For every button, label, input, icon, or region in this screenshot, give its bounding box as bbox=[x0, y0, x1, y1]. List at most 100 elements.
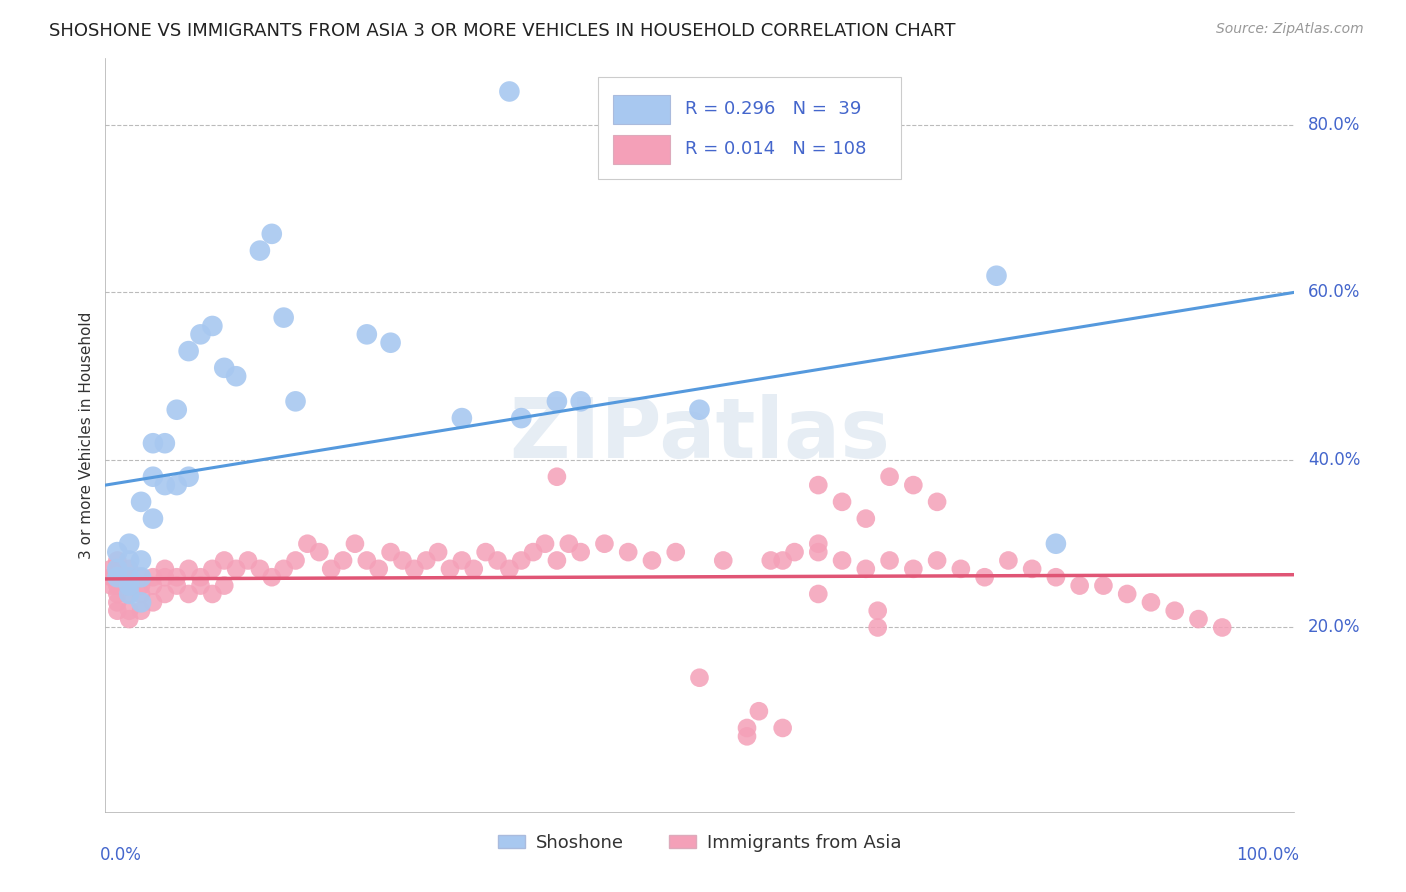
Point bbox=[807, 545, 830, 559]
Point bbox=[855, 562, 877, 576]
FancyBboxPatch shape bbox=[613, 135, 669, 163]
Point bbox=[190, 327, 212, 342]
Point bbox=[236, 553, 259, 567]
Point bbox=[214, 578, 236, 592]
Point bbox=[129, 604, 152, 618]
Point bbox=[105, 570, 128, 584]
Point bbox=[153, 562, 176, 576]
Point bbox=[903, 478, 925, 492]
Point bbox=[153, 587, 176, 601]
Point bbox=[177, 469, 200, 483]
Point bbox=[380, 545, 402, 559]
Point bbox=[689, 671, 711, 685]
Point bbox=[689, 402, 711, 417]
Point bbox=[546, 469, 568, 483]
Point bbox=[380, 335, 402, 350]
Point bbox=[748, 704, 770, 718]
Point bbox=[166, 478, 188, 492]
Point bbox=[105, 545, 128, 559]
Point bbox=[153, 436, 176, 450]
Point bbox=[129, 570, 152, 584]
Point bbox=[190, 570, 212, 584]
Point bbox=[201, 587, 224, 601]
Point bbox=[105, 553, 128, 567]
Point bbox=[166, 570, 188, 584]
Point bbox=[129, 553, 152, 567]
Point bbox=[284, 553, 307, 567]
Text: ZIPatlas: ZIPatlas bbox=[509, 394, 890, 475]
Point bbox=[118, 578, 141, 592]
Point bbox=[1140, 595, 1163, 609]
Point bbox=[308, 545, 330, 559]
Point bbox=[142, 469, 165, 483]
Point bbox=[641, 553, 664, 567]
Point bbox=[100, 578, 122, 592]
Point bbox=[249, 244, 271, 258]
Point bbox=[225, 369, 247, 384]
Point bbox=[807, 478, 830, 492]
Point bbox=[711, 553, 734, 567]
Point bbox=[831, 553, 853, 567]
Point bbox=[997, 553, 1019, 567]
Point bbox=[735, 730, 758, 744]
Text: 80.0%: 80.0% bbox=[1308, 116, 1360, 134]
Point bbox=[450, 553, 472, 567]
Point bbox=[249, 562, 271, 576]
Point bbox=[118, 570, 141, 584]
Point bbox=[866, 604, 889, 618]
Point bbox=[783, 545, 806, 559]
Point bbox=[807, 587, 830, 601]
Point bbox=[142, 595, 165, 609]
Point bbox=[118, 587, 141, 601]
Point bbox=[534, 537, 557, 551]
Point bbox=[510, 411, 533, 425]
Legend: Shoshone, Immigrants from Asia: Shoshone, Immigrants from Asia bbox=[491, 827, 908, 859]
Point bbox=[129, 578, 152, 592]
Point bbox=[1187, 612, 1209, 626]
Point bbox=[486, 553, 509, 567]
Point bbox=[142, 511, 165, 525]
Point bbox=[903, 562, 925, 576]
Point bbox=[427, 545, 450, 559]
Point bbox=[177, 344, 200, 359]
Point bbox=[129, 587, 152, 601]
Point bbox=[1045, 537, 1067, 551]
Point bbox=[118, 553, 141, 567]
Text: 100.0%: 100.0% bbox=[1236, 846, 1299, 863]
Point bbox=[129, 595, 152, 609]
Point bbox=[1021, 562, 1043, 576]
Point bbox=[866, 620, 889, 634]
Point bbox=[569, 545, 592, 559]
Point bbox=[260, 227, 283, 241]
Text: 60.0%: 60.0% bbox=[1308, 284, 1360, 301]
Point bbox=[879, 553, 901, 567]
Point bbox=[855, 511, 877, 525]
Point bbox=[1116, 587, 1139, 601]
Point bbox=[105, 595, 128, 609]
Point bbox=[772, 721, 794, 735]
Text: SHOSHONE VS IMMIGRANTS FROM ASIA 3 OR MORE VEHICLES IN HOUSEHOLD CORRELATION CHA: SHOSHONE VS IMMIGRANTS FROM ASIA 3 OR MO… bbox=[49, 22, 956, 40]
Point bbox=[558, 537, 581, 551]
Point bbox=[118, 570, 141, 584]
Point bbox=[1092, 578, 1115, 592]
Point bbox=[450, 411, 472, 425]
Point bbox=[665, 545, 688, 559]
Point bbox=[142, 436, 165, 450]
Point bbox=[332, 553, 354, 567]
Point bbox=[273, 310, 295, 325]
Point bbox=[105, 578, 128, 592]
Point bbox=[510, 553, 533, 567]
Point bbox=[260, 570, 283, 584]
Y-axis label: 3 or more Vehicles in Household: 3 or more Vehicles in Household bbox=[79, 311, 94, 558]
Point bbox=[925, 553, 948, 567]
Point bbox=[1069, 578, 1091, 592]
Point bbox=[415, 553, 437, 567]
Point bbox=[105, 562, 128, 576]
Point bbox=[772, 553, 794, 567]
Point bbox=[129, 570, 152, 584]
Point bbox=[214, 553, 236, 567]
Point bbox=[100, 562, 122, 576]
Text: Source: ZipAtlas.com: Source: ZipAtlas.com bbox=[1216, 22, 1364, 37]
Point bbox=[105, 587, 128, 601]
Point bbox=[201, 562, 224, 576]
